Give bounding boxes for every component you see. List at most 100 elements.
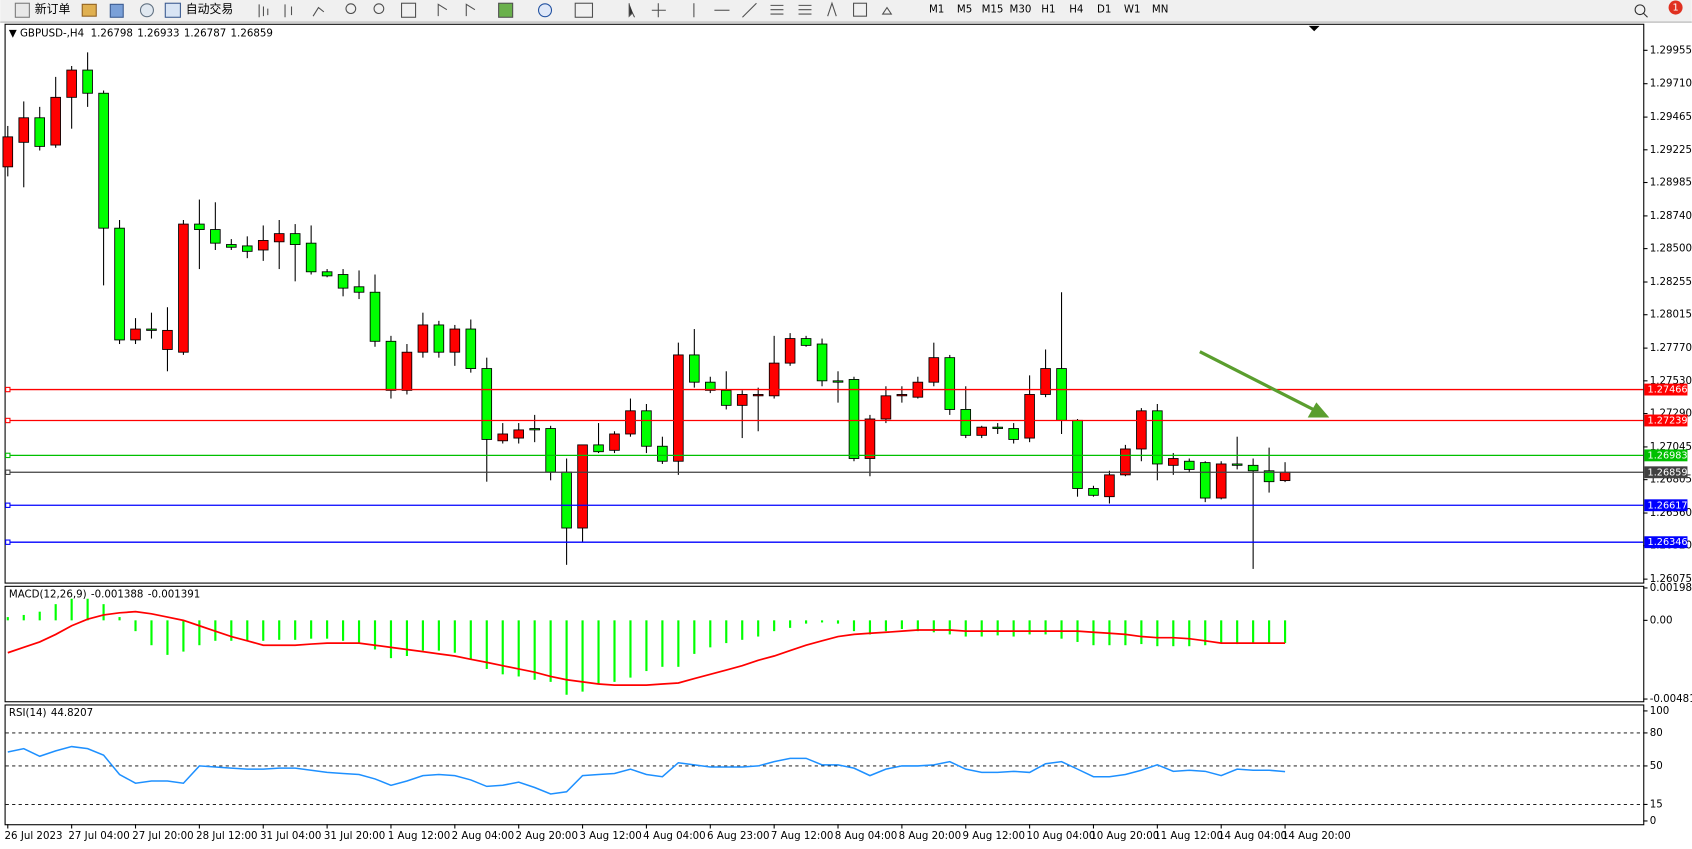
periods[interactable] (538, 3, 553, 18)
new-order-icon[interactable] (14, 2, 30, 18)
timeframe-button[interactable]: MN (1152, 4, 1169, 16)
x-tick-label: 2 Aug 04:00 (452, 830, 514, 842)
y-tick-label: 1.29225 (1650, 144, 1692, 156)
y-tick-label: 0 (1650, 815, 1657, 827)
candle-body (736, 394, 748, 406)
notification-count: 1 (1672, 3, 1678, 14)
new-order-button[interactable]: 新订单 (35, 2, 71, 16)
y-tick-label: 1.28015 (1650, 309, 1692, 321)
macd-signal-value: -0.001391 (148, 588, 201, 600)
candle-body (593, 444, 604, 453)
timeframe-button[interactable]: M15 (982, 4, 1004, 16)
candle-body (752, 394, 764, 397)
tool-icon[interactable] (284, 4, 293, 18)
toolbar-icon[interactable] (81, 3, 97, 17)
price-level-label: 1.27466 (1648, 385, 1688, 396)
y-tick-label: -0.00481 (1650, 693, 1692, 705)
timeframe-button[interactable]: M5 (957, 4, 972, 16)
x-tick-label: 28 Jul 12:00 (196, 830, 257, 842)
y-tick-label: 0.00 (1650, 614, 1673, 626)
symbol-title: GBPUSD-,H4 (20, 27, 84, 39)
search[interactable] (1634, 4, 1646, 16)
timeframe-button[interactable]: M1 (929, 4, 944, 16)
trendline[interactable] (742, 2, 757, 18)
candle-body (1279, 471, 1291, 482)
candle-body (82, 69, 93, 94)
candle-body (832, 380, 844, 383)
candle-body (960, 409, 972, 436)
header-low: 1.26787 (184, 27, 226, 39)
candle-body (561, 471, 572, 529)
candle-body (1088, 488, 1099, 496)
tool-icon[interactable] (312, 6, 325, 17)
candle-body (705, 381, 716, 391)
candle-body (768, 362, 780, 397)
candle-body (800, 338, 812, 346)
trend-arrow (1199, 350, 1330, 418)
tool-icon[interactable] (437, 3, 448, 17)
timeframe-bar: M1 M5 M15 M30 H1 H4 D1 W1 MN (929, 4, 1168, 16)
notification-badge[interactable] (1668, 0, 1683, 15)
cursor[interactable] (628, 3, 636, 18)
rsi-value: 44.8207 (51, 707, 93, 719)
auto-trading-icon[interactable] (164, 2, 181, 18)
tile[interactable] (401, 2, 417, 18)
price-level-box (1644, 383, 1688, 396)
price-panel (4, 23, 1645, 584)
x-tick-label: 1 Aug 12:00 (388, 830, 451, 842)
timeframe-button[interactable]: H4 (1069, 4, 1083, 16)
arrow-shaft (1199, 350, 1315, 412)
x-tick-label: 26 Jul 2023 (5, 830, 63, 842)
candle-body (385, 340, 397, 391)
text-tool[interactable] (827, 1, 837, 17)
indicators[interactable] (498, 2, 514, 18)
label-tool[interactable] (853, 2, 868, 17)
header-high: 1.26933 (137, 27, 179, 39)
shapes-tool[interactable] (881, 6, 893, 15)
zoom-in[interactable] (345, 3, 357, 15)
candle-body (50, 96, 61, 146)
toolbar-icon[interactable] (139, 3, 154, 18)
tool-icon[interactable] (258, 4, 269, 18)
x-tick-label: 9 Aug 12:00 (963, 830, 1026, 842)
candle-body (401, 351, 413, 391)
candle-body (1183, 460, 1195, 470)
price-level-label: 1.27239 (1648, 415, 1688, 426)
timeframe-button[interactable]: W1 (1124, 4, 1141, 16)
candle-body (1199, 462, 1211, 499)
toolbar-tools[interactable] (258, 1, 893, 18)
candle-body (641, 410, 652, 447)
fibo[interactable] (798, 4, 812, 15)
price-level-handle (5, 539, 11, 545)
rsi-line (7, 745, 1286, 795)
candle-body (928, 357, 940, 383)
y-tick-label: 1.28500 (1650, 243, 1692, 255)
zoom-out[interactable] (373, 3, 385, 15)
candle-body (289, 233, 301, 245)
auto-trading-button[interactable]: 自动交易 (186, 2, 233, 16)
timeframe-button[interactable]: D1 (1097, 4, 1111, 16)
candle-body (114, 227, 125, 341)
x-tick-label: 31 Jul 20:00 (324, 830, 385, 842)
timeframe-button[interactable]: M30 (1010, 4, 1032, 16)
candle-body (1168, 458, 1179, 466)
candle-body (1247, 464, 1259, 472)
timeframe-button[interactable]: H1 (1041, 4, 1055, 16)
macd-main-value: -0.001388 (91, 588, 144, 600)
x-tick-label: 8 Aug 20:00 (899, 830, 962, 842)
y-tick-label: 100 (1650, 705, 1670, 717)
candle-body (257, 240, 269, 251)
crosshair[interactable] (651, 3, 666, 18)
toolbar-icon[interactable] (109, 3, 124, 18)
price-level-handle (5, 469, 11, 475)
macd-signal-line (7, 610, 1286, 687)
y-tick-label: 1.28740 (1650, 210, 1692, 222)
channel[interactable] (770, 4, 784, 15)
y-tick-label: 1.26075 (1650, 573, 1692, 585)
candle-body (848, 379, 860, 459)
templates[interactable] (574, 2, 594, 18)
candle-body (321, 271, 333, 277)
y-tick-label: 1.29710 (1650, 78, 1692, 90)
tool-icon[interactable] (465, 3, 476, 17)
